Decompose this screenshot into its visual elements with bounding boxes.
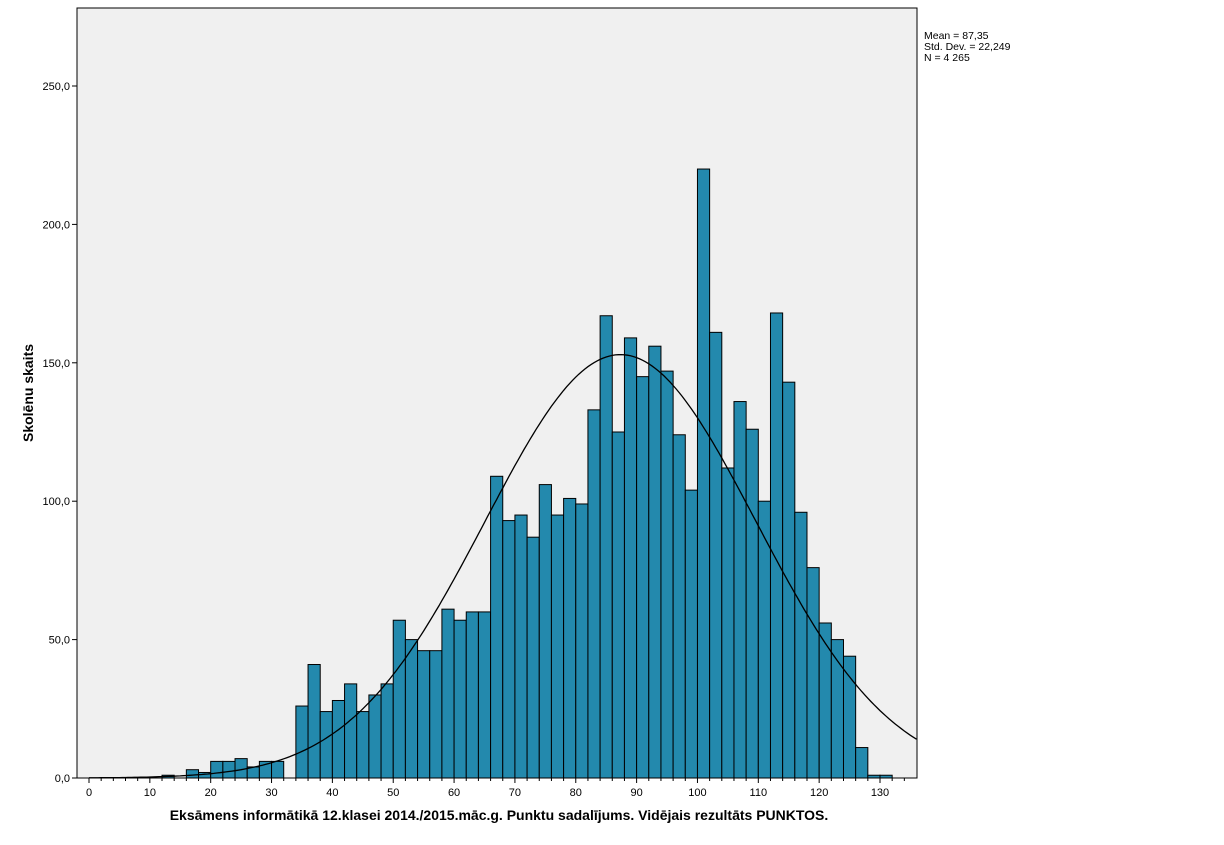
y-axis-label: Skolēnu skaits xyxy=(20,344,36,442)
histogram-bar xyxy=(368,694,382,779)
x-tick-label: 120 xyxy=(810,787,828,799)
x-tick-label: 70 xyxy=(509,787,521,799)
histogram-bar xyxy=(514,514,528,779)
histogram-bar xyxy=(769,312,784,779)
histogram-bar xyxy=(307,664,321,779)
y-tick-label: 50,0 xyxy=(49,635,70,647)
histogram-bar xyxy=(392,619,406,779)
histogram-bar xyxy=(465,611,479,779)
histogram-bar xyxy=(526,536,540,779)
histogram-bar xyxy=(867,774,881,779)
histogram-bar xyxy=(477,611,492,779)
x-tick-label: 110 xyxy=(750,787,768,799)
x-tick-label: 90 xyxy=(630,787,642,799)
histogram-bar xyxy=(429,650,443,779)
histogram-bar xyxy=(782,381,796,779)
histogram-bar xyxy=(502,520,516,779)
stats-n: N = 4 265 xyxy=(924,52,970,64)
x-tick-label: 0 xyxy=(86,787,92,799)
histogram-bar xyxy=(648,345,662,779)
histogram-bar xyxy=(575,503,589,779)
histogram-bar xyxy=(855,747,869,779)
x-tick-label: 100 xyxy=(688,787,706,799)
y-tick-label: 100,0 xyxy=(42,496,70,508)
histogram-bar xyxy=(636,376,650,779)
histogram-bar xyxy=(745,428,759,779)
histogram-bar xyxy=(185,769,200,779)
y-tick-label: 200,0 xyxy=(42,219,70,231)
histogram-bar xyxy=(672,434,686,779)
normal-curve xyxy=(89,353,917,779)
y-axis: 0,0 50,0 100,0 150,0 200,0 250,0 xyxy=(42,81,77,785)
x-axis: 0 10 20 30 40 50 60 70 80 90 100 110 120 130 xyxy=(86,778,905,799)
x-axis-label: Eksāmens informātikā 12.klasei 2014./201… xyxy=(170,807,829,823)
histogram-bar xyxy=(623,337,638,779)
histogram-bar xyxy=(210,760,224,779)
histogram-bar xyxy=(441,608,455,779)
histogram-bar xyxy=(733,401,747,779)
histogram-bar xyxy=(806,567,820,779)
histogram-bar xyxy=(587,409,601,779)
histogram-bar xyxy=(879,774,893,779)
histogram-bar xyxy=(356,711,370,779)
histogram-bar xyxy=(721,467,735,779)
histogram-bar xyxy=(271,760,285,779)
y-tick-label: 250,0 xyxy=(42,81,70,93)
y-tick-label: 0,0 xyxy=(55,773,70,785)
histogram-bar xyxy=(660,370,674,779)
x-tick-label: 50 xyxy=(387,787,399,799)
histogram-bar xyxy=(794,511,808,779)
histogram-bar xyxy=(757,500,771,779)
histogram-bar xyxy=(842,655,857,779)
histogram-bar xyxy=(331,699,346,779)
histogram-bar xyxy=(818,622,832,779)
stats-mean: Mean = 87,35 xyxy=(924,30,989,42)
histogram-bar xyxy=(538,484,552,779)
histogram-bar xyxy=(599,315,613,779)
histogram-bar xyxy=(684,489,698,779)
histogram-bar xyxy=(550,514,565,779)
histogram-bar xyxy=(696,168,711,779)
histogram-bar xyxy=(295,705,309,779)
x-tick-label: 60 xyxy=(448,787,460,799)
bars-group xyxy=(161,168,893,779)
x-tick-label: 10 xyxy=(144,787,156,799)
stats-box: Mean = 87,35 Std. Dev. = 22,249 N = 4 26… xyxy=(924,30,1011,64)
histogram-bar xyxy=(417,650,431,779)
histogram-bar xyxy=(709,331,723,779)
histogram-bar xyxy=(319,711,333,779)
x-tick-label: 130 xyxy=(871,787,889,799)
x-tick-label: 20 xyxy=(205,787,217,799)
x-tick-label: 80 xyxy=(570,787,582,799)
x-tick-label: 30 xyxy=(265,787,277,799)
stats-std: Std. Dev. = 22,249 xyxy=(924,41,1011,53)
histogram-bar xyxy=(344,683,358,779)
histogram-bar xyxy=(453,619,467,779)
histogram-bar xyxy=(380,683,394,779)
histogram-bar xyxy=(563,497,577,779)
x-tick-label: 40 xyxy=(326,787,338,799)
histogram-bar xyxy=(490,475,504,779)
histogram-bar xyxy=(611,431,625,779)
y-tick-label: 150,0 xyxy=(42,358,70,370)
histogram-bar xyxy=(222,760,236,779)
histogram-bar xyxy=(404,639,419,779)
